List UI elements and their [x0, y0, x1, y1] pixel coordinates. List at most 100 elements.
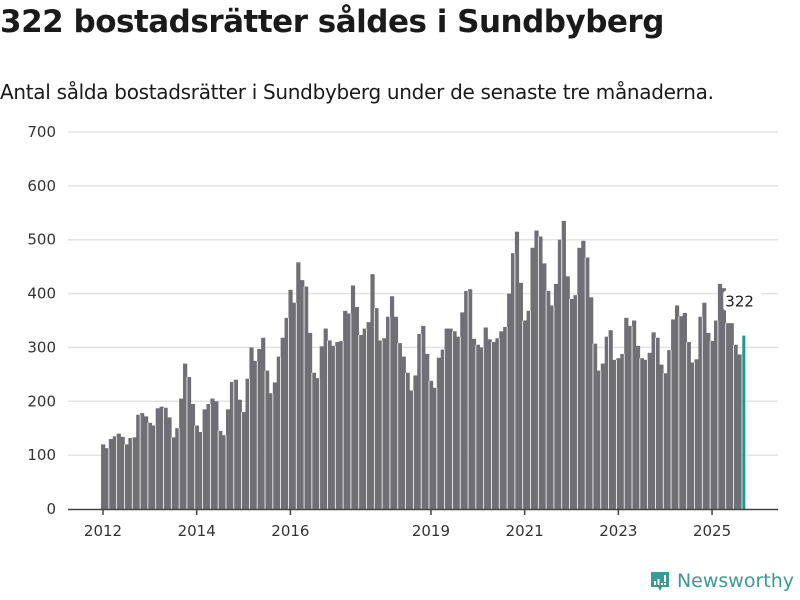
bar: [608, 330, 613, 509]
bar: [737, 354, 742, 509]
bar: [393, 316, 399, 509]
bar: [214, 401, 219, 509]
bar: [409, 390, 414, 509]
bar: [304, 286, 309, 509]
bar: [347, 313, 352, 509]
x-tick-label: 2025: [693, 522, 731, 540]
bar: [600, 363, 605, 509]
bar: [499, 331, 504, 509]
bar: [417, 333, 422, 509]
bar: [639, 358, 645, 509]
bar: [183, 363, 188, 509]
y-tick-label: 700: [27, 123, 56, 141]
bar: [717, 283, 723, 509]
bar: [440, 349, 445, 509]
bar: [288, 289, 293, 509]
bar: [624, 317, 629, 509]
bar: [671, 319, 676, 509]
bar: [151, 425, 156, 509]
bar: [401, 356, 406, 509]
bar: [721, 288, 727, 509]
data-label-background: [723, 290, 762, 311]
bar: [546, 290, 551, 509]
bar: [436, 357, 442, 509]
bar: [553, 283, 559, 509]
bar: [468, 289, 473, 509]
bar: [659, 364, 664, 509]
bar: [413, 375, 418, 509]
bar: [448, 328, 453, 509]
bar: [589, 297, 594, 509]
bar: [292, 302, 297, 509]
bar: [628, 325, 633, 509]
bar: [120, 436, 125, 509]
bar: [542, 263, 547, 509]
bar: [530, 247, 535, 510]
bar: [565, 276, 570, 509]
bar: [300, 280, 305, 509]
bar: [206, 403, 211, 509]
bar: [108, 438, 114, 509]
x-tick-label: 2019: [412, 522, 450, 540]
y-tick-label: 0: [46, 500, 56, 518]
x-tick-label: 2012: [84, 522, 122, 540]
bar: [327, 340, 332, 509]
bar: [374, 308, 379, 509]
bar: [596, 370, 602, 509]
bar: [557, 239, 563, 509]
bar: [663, 373, 668, 509]
bar: [573, 295, 578, 509]
bar: [296, 262, 301, 509]
bar: [585, 257, 590, 509]
bar: [456, 336, 461, 509]
bar: [592, 343, 598, 509]
bar: [655, 337, 660, 509]
bar: [272, 382, 278, 509]
bar: [729, 323, 734, 509]
bar: [233, 379, 238, 509]
bar: [733, 344, 738, 509]
bar: [261, 337, 266, 509]
bar: [265, 370, 270, 509]
bar: [534, 230, 539, 509]
bar: [136, 414, 141, 509]
bar: [714, 320, 719, 509]
bar: [116, 433, 121, 509]
bar: [241, 412, 246, 509]
bar: [690, 362, 695, 509]
bar: [386, 316, 391, 509]
bar: [405, 372, 410, 509]
bar: [132, 437, 137, 509]
bar: [354, 307, 360, 509]
bar: [284, 317, 289, 509]
bar: [667, 350, 672, 509]
bar: [421, 325, 426, 509]
bar: [190, 403, 196, 509]
bar: [140, 413, 145, 509]
bar: [128, 437, 133, 509]
newsworthy-logo[interactable]: Newsworthy: [649, 570, 794, 592]
bar: [280, 337, 285, 509]
bar: [397, 343, 402, 509]
bar: [425, 353, 430, 509]
bar: [155, 408, 160, 509]
bar: [702, 302, 707, 509]
bar: [514, 231, 520, 509]
bar: [276, 356, 281, 509]
bar: [522, 320, 527, 509]
brand-name: Newsworthy: [676, 570, 794, 592]
y-tick-label: 300: [27, 338, 56, 356]
bar: [237, 399, 242, 509]
x-tick-label: 2023: [599, 522, 637, 540]
bar: [471, 338, 477, 509]
chart-subtitle: Antal sålda bostadsrätter i Sundbyberg u…: [0, 80, 714, 104]
bar: [225, 409, 231, 509]
bar: [538, 236, 543, 510]
x-axis: 2012 2014 2016 2019 2021 2023 2025: [68, 508, 778, 540]
y-tick-label: 100: [27, 446, 56, 464]
bar: [222, 435, 227, 509]
bar: [429, 380, 434, 509]
bar: [249, 347, 254, 509]
bar: [370, 274, 375, 509]
bar: [444, 328, 449, 509]
